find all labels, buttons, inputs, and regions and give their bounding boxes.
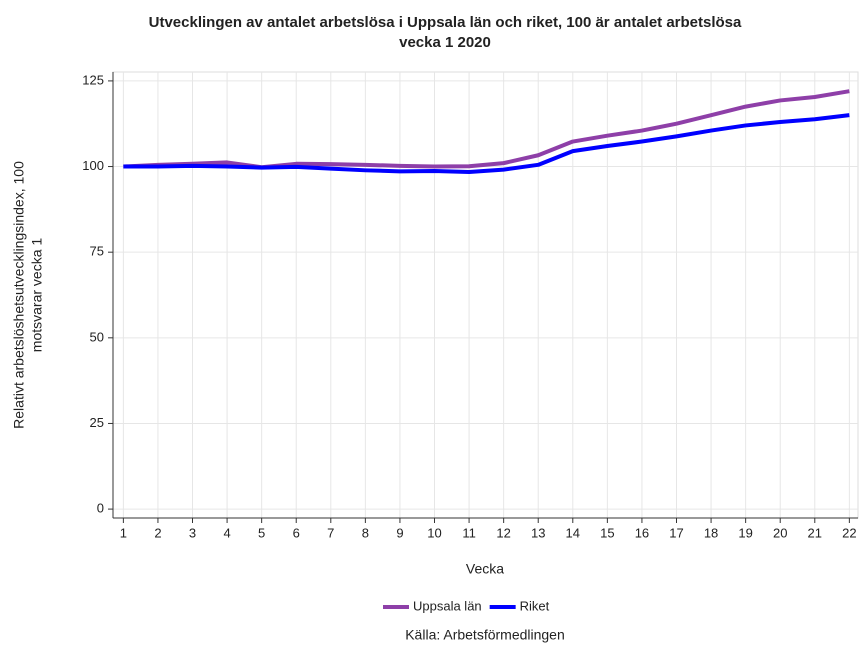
x-tick-label: 2 — [154, 525, 161, 540]
series-line — [123, 89, 850, 170]
x-tick-label: 13 — [531, 525, 545, 540]
x-tick-label: 21 — [808, 525, 822, 540]
x-tick-label: 15 — [600, 525, 614, 540]
x-tick-label: 11 — [462, 525, 476, 540]
x-tick-label: 20 — [773, 525, 787, 540]
x-tick-label: 8 — [362, 525, 369, 540]
x-tick-label: 19 — [738, 525, 752, 540]
x-tick-label: 5 — [258, 525, 265, 540]
plot-area — [112, 71, 859, 519]
x-tick-label: 17 — [669, 525, 683, 540]
x-tick-label: 14 — [566, 525, 580, 540]
y-tick-label: 125 — [82, 72, 104, 87]
y-tick-label: 25 — [90, 415, 104, 430]
x-tick-label: 4 — [223, 525, 230, 540]
y-tick-label: 0 — [97, 501, 104, 516]
y-axis-label: motsvarar vecka 1 — [29, 238, 45, 353]
x-tick-label: 6 — [293, 525, 300, 540]
x-tick-label: 9 — [396, 525, 403, 540]
chart-title: Utvecklingen av antalet arbetslösa i Upp… — [149, 14, 742, 31]
source: Källa: Arbetsförmedlingen — [405, 627, 565, 643]
y-tick-label: 100 — [82, 158, 104, 173]
x-tick-label: 7 — [327, 525, 334, 540]
x-tick-label: 16 — [635, 525, 649, 540]
x-tick-label: 10 — [427, 525, 441, 540]
chart-title: vecka 1 2020 — [399, 34, 491, 51]
legend-label: Riket — [520, 598, 550, 613]
x-tick-label: 12 — [496, 525, 510, 540]
x-tick-label: 22 — [842, 525, 856, 540]
y-tick-label: 75 — [90, 244, 104, 259]
x-axis-label: Vecka — [466, 561, 504, 577]
x-tick-label: 1 — [120, 525, 127, 540]
x-tick-label: 18 — [704, 525, 718, 540]
y-tick-label: 50 — [90, 329, 104, 344]
x-tick-label: 3 — [189, 525, 196, 540]
series-line — [123, 113, 850, 175]
y-axis-label: Relativt arbetslöshetsutvecklingsindex, … — [11, 161, 27, 429]
legend-label: Uppsala län — [413, 598, 482, 613]
